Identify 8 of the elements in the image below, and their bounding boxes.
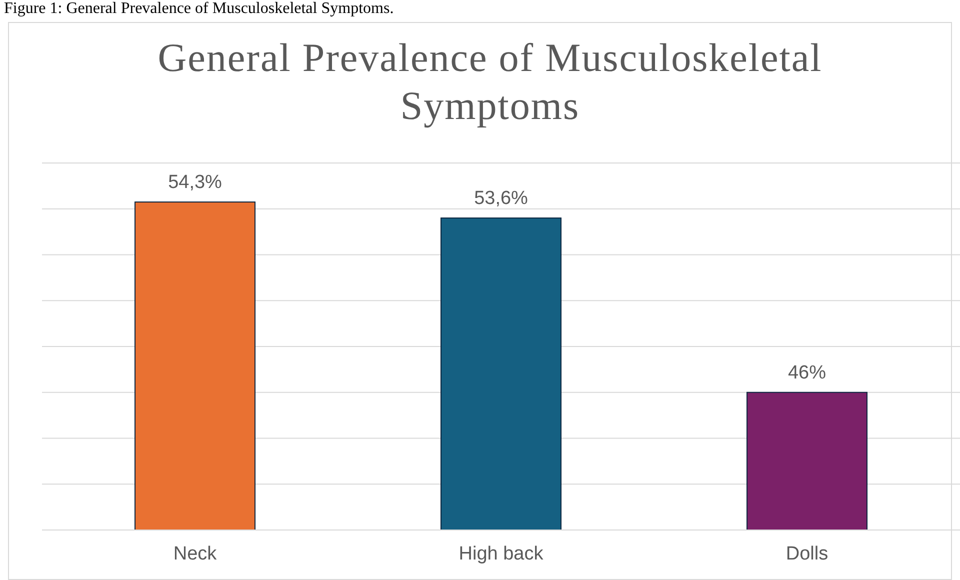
x-tick-label: High back (458, 543, 544, 564)
x-tick-label: Dolls (786, 543, 828, 564)
caption: Figure 1: General Prevalence of Musculoskeletal Symptoms. (4, 0, 394, 18)
data-label: 53,6% (474, 188, 528, 210)
chart-title: General Prevalence of Musculoskeletal Symptoms (156, 34, 824, 130)
data-label: 54,3% (168, 172, 222, 193)
x-tick-label: Neck (173, 543, 218, 564)
data-label: 46% (788, 362, 826, 384)
